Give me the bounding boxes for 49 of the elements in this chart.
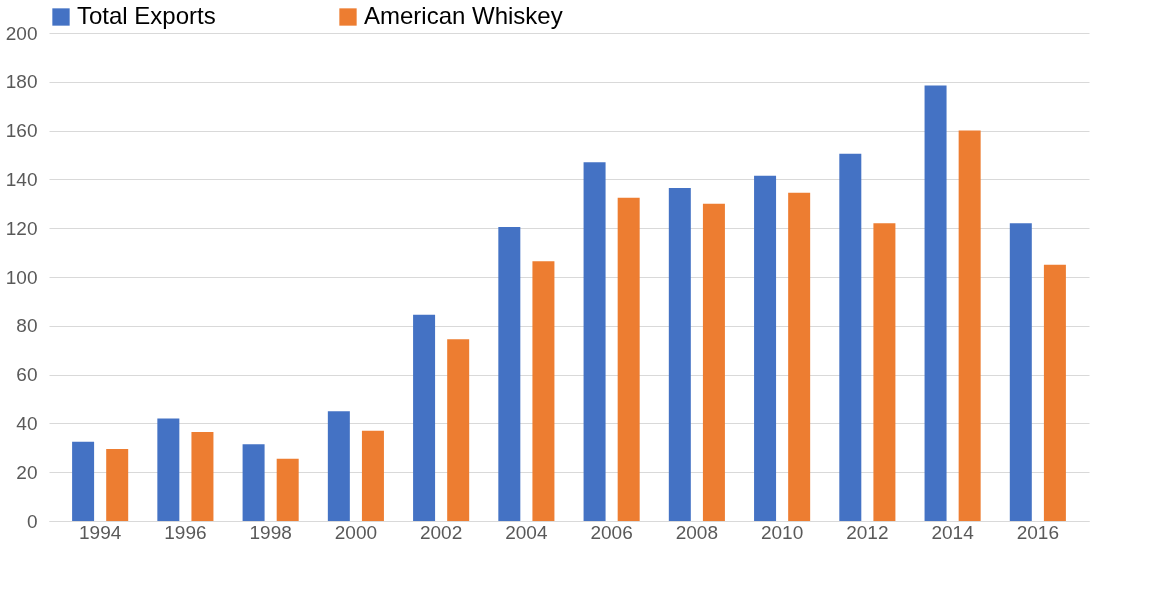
- y-tick-label: 40: [16, 412, 38, 434]
- bar: [754, 175, 777, 521]
- x-tick-label: 1996: [164, 521, 207, 543]
- bar: [157, 418, 180, 521]
- y-tick-label: 60: [16, 364, 38, 386]
- bar: [924, 85, 947, 521]
- bar: [788, 192, 811, 521]
- x-tick-label: 2014: [931, 521, 975, 543]
- bar: [617, 197, 640, 521]
- y-tick-label: 160: [5, 120, 38, 142]
- x-tick-label: 2012: [846, 521, 889, 543]
- bar: [702, 203, 725, 521]
- bar: [498, 226, 521, 521]
- bar: [668, 187, 691, 521]
- x-tick-label: 2000: [334, 521, 378, 543]
- x-tick-label: 1998: [249, 521, 292, 543]
- bar: [361, 430, 384, 521]
- y-tick-label: 100: [5, 266, 38, 288]
- bar: [447, 339, 470, 521]
- x-tick-label: 2010: [760, 521, 804, 543]
- y-tick-label: 20: [16, 461, 38, 483]
- legend-label: American Whiskey: [364, 2, 563, 29]
- bar: [242, 444, 265, 521]
- bar: [413, 314, 436, 521]
- bar: [191, 431, 214, 521]
- x-tick-label: 2016: [1016, 521, 1059, 543]
- bar: [958, 130, 981, 521]
- y-tick-label: 80: [16, 315, 38, 337]
- x-tick-label: 2002: [419, 521, 463, 543]
- legend-label: Total Exports: [77, 2, 216, 29]
- x-tick-label: 1994: [79, 521, 122, 543]
- bar: [583, 162, 606, 521]
- y-tick-label: 0: [26, 510, 38, 532]
- bar: [327, 411, 350, 521]
- x-tick-label: 2006: [590, 521, 633, 543]
- y-tick-label: 180: [5, 71, 38, 93]
- bar: [1009, 223, 1032, 521]
- bar: [873, 223, 896, 521]
- bar: [276, 458, 299, 521]
- x-tick-label: 2008: [675, 521, 719, 543]
- bar: [1043, 264, 1066, 521]
- bar: [839, 153, 862, 521]
- bar: [72, 441, 95, 521]
- bar: [532, 261, 555, 521]
- y-tick-label: 120: [5, 217, 38, 239]
- x-tick-label: 2004: [505, 521, 548, 543]
- y-tick-label: 200: [5, 22, 38, 44]
- bar: [106, 449, 129, 521]
- y-tick-label: 140: [5, 168, 38, 190]
